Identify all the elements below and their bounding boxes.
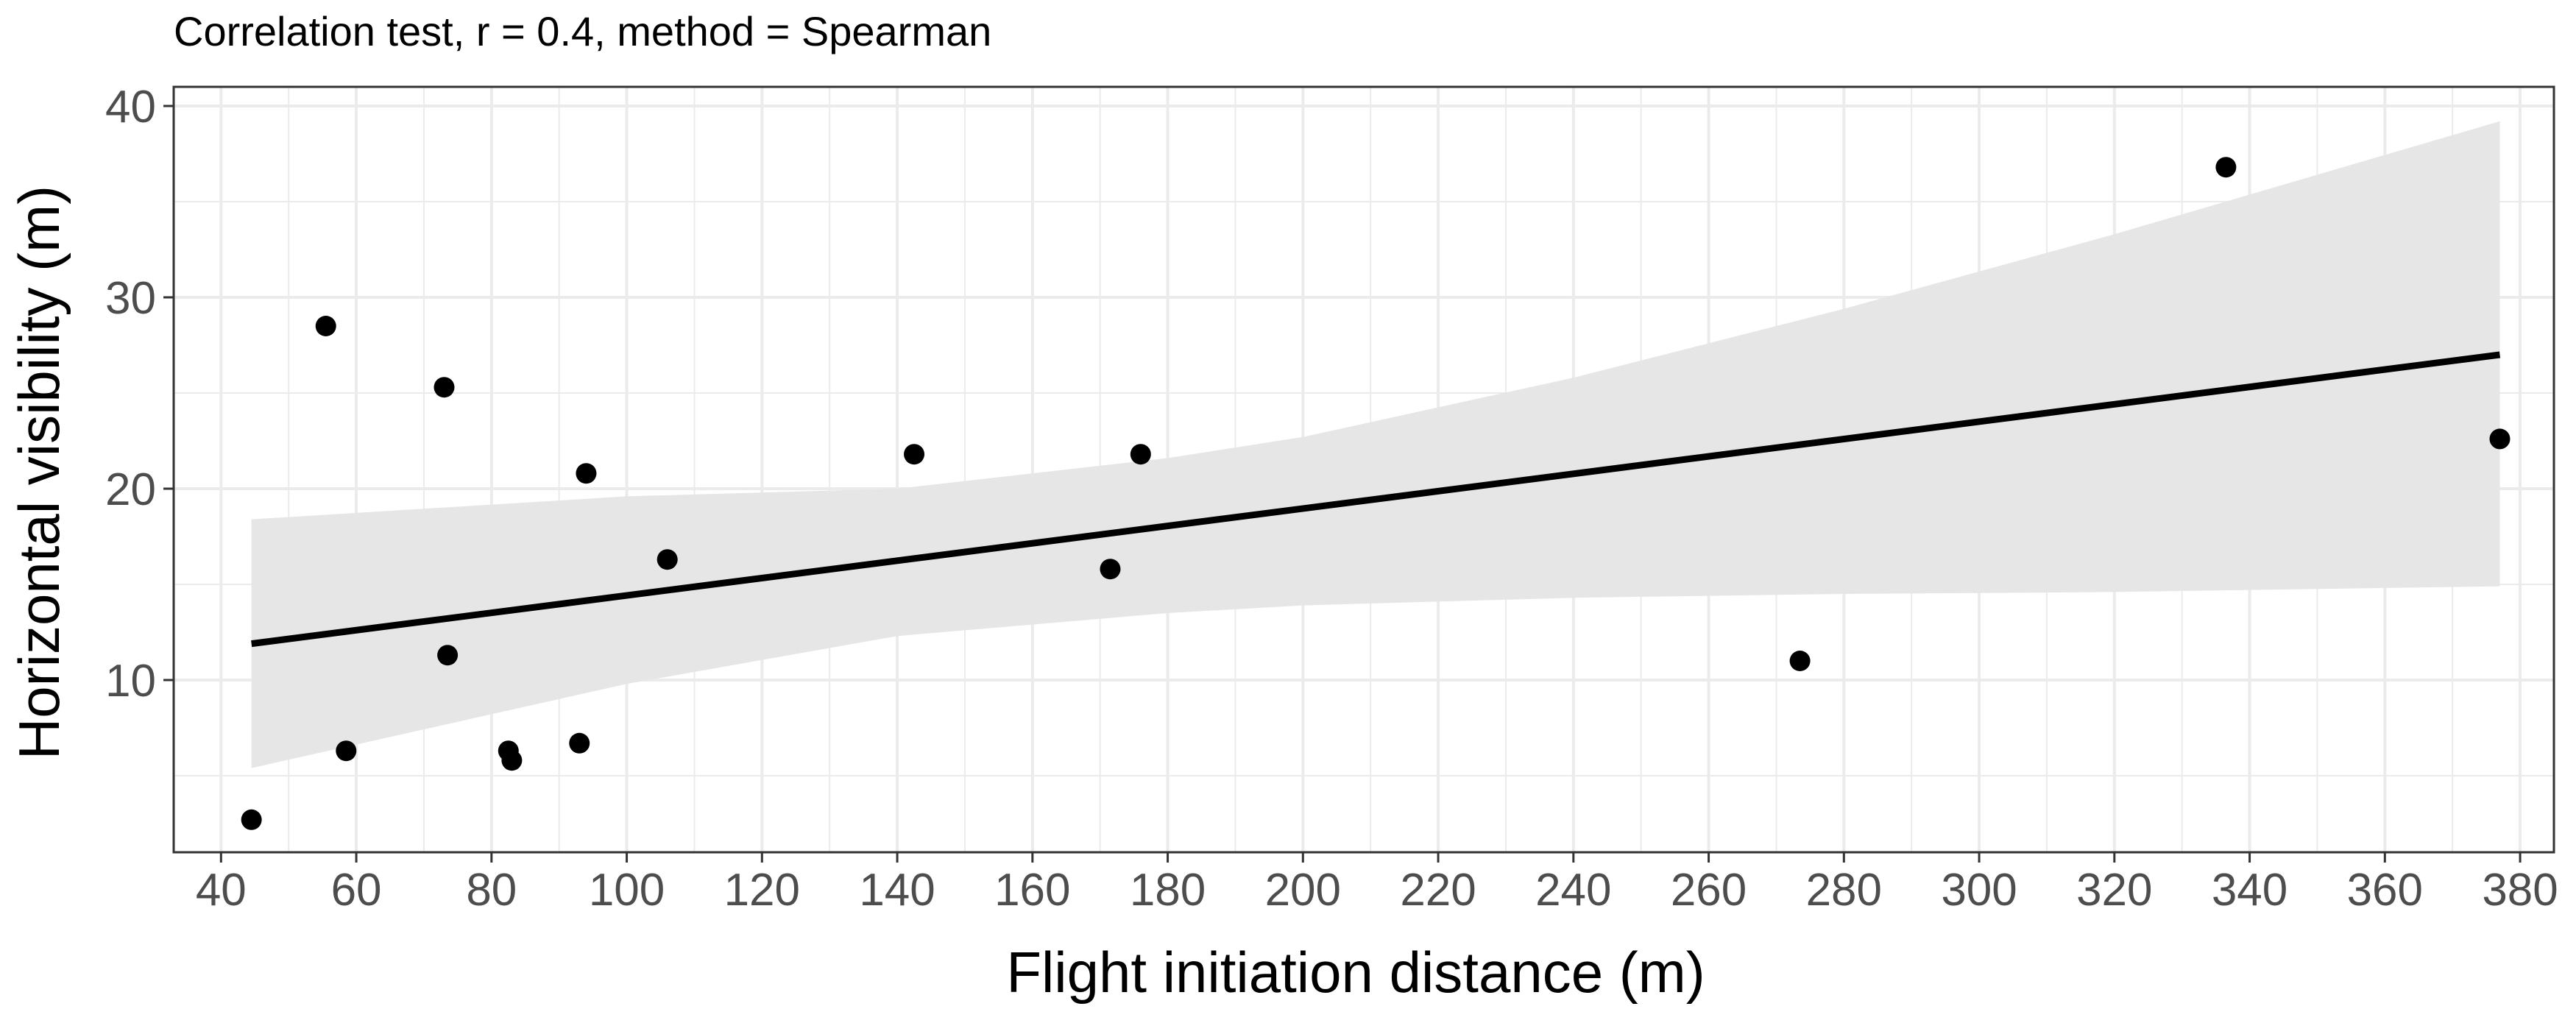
- x-axis-ticks: 40 60 80 100 120 140 160 180 200 220 240 260 280 300 3…: [196, 852, 2558, 916]
- y-axis-ticks: 10 20 30 40: [105, 82, 174, 707]
- data-point: [1789, 651, 1811, 671]
- data-point: [904, 444, 925, 465]
- data-point: [1130, 444, 1151, 465]
- x-tick-label: 180: [1130, 865, 1206, 916]
- x-tick-label: 40: [196, 865, 247, 916]
- x-tick-label: 320: [2076, 865, 2152, 916]
- x-tick-label: 80: [466, 865, 517, 916]
- y-axis-title: Horizontal visibility (m): [7, 185, 71, 760]
- y-tick-label: 30: [105, 273, 156, 324]
- data-point: [437, 645, 459, 666]
- data-point: [1100, 559, 1121, 580]
- x-tick-label: 200: [1265, 865, 1341, 916]
- x-tick-label: 240: [1535, 865, 1611, 916]
- x-tick-label: 280: [1806, 865, 1882, 916]
- x-tick-label: 220: [1400, 865, 1476, 916]
- data-point: [657, 549, 678, 570]
- x-axis-title: Flight initiation distance (m): [1006, 940, 1705, 1005]
- data-point: [2215, 157, 2237, 178]
- data-point: [434, 377, 455, 398]
- fit-line-layer: [251, 351, 2501, 648]
- data-point: [576, 463, 597, 484]
- confidence-band: [251, 121, 2500, 768]
- x-tick-label: 60: [331, 865, 382, 916]
- data-point: [501, 750, 523, 771]
- x-tick-label: 260: [1671, 865, 1747, 916]
- x-tick-label: 120: [724, 865, 800, 916]
- data-point: [315, 316, 336, 336]
- x-tick-label: 380: [2482, 865, 2558, 916]
- regression-line: [251, 351, 2501, 648]
- x-tick-label: 360: [2347, 865, 2423, 916]
- x-tick-label: 300: [1941, 865, 2017, 916]
- data-points: [241, 157, 2510, 830]
- y-tick-label: 20: [105, 464, 156, 515]
- x-tick-label: 100: [589, 865, 665, 916]
- confidence-band-layer: [251, 121, 2500, 768]
- y-tick-label: 40: [105, 82, 156, 132]
- x-tick-label: 160: [994, 865, 1070, 916]
- y-tick-label: 10: [105, 656, 156, 707]
- x-tick-label: 340: [2212, 865, 2287, 916]
- data-point: [569, 732, 590, 754]
- data-point: [2489, 428, 2510, 450]
- data-point: [336, 740, 357, 762]
- data-point: [241, 809, 262, 830]
- x-tick-label: 140: [859, 865, 935, 916]
- panel-border: [172, 85, 2555, 854]
- chart-title: Correlation test, r = 0.4, method = Spea…: [174, 8, 991, 54]
